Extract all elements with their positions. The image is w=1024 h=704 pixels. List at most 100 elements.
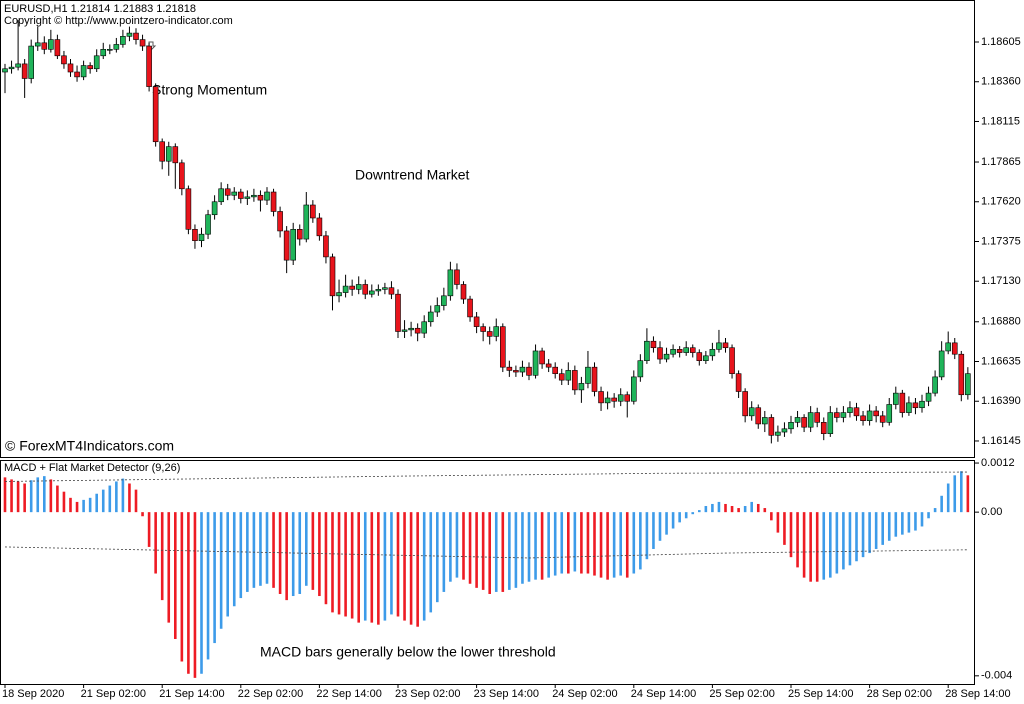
candle-body <box>676 349 683 353</box>
candle-body <box>270 191 277 212</box>
macd-bar <box>29 480 33 513</box>
macd-bar <box>429 512 433 613</box>
macd-bar <box>678 512 681 523</box>
macd-bar <box>737 508 740 513</box>
candle-body <box>427 311 434 323</box>
macd-bar <box>868 512 871 554</box>
y-tick-label: 0.00 <box>981 506 1002 518</box>
macd-bar <box>763 508 767 513</box>
macd-bar <box>599 512 603 578</box>
candle-body <box>480 326 486 332</box>
macd-bar <box>508 512 511 590</box>
candle-body <box>80 65 87 78</box>
macd-bar <box>756 503 760 513</box>
macd-bar <box>174 512 177 639</box>
macd-bar <box>403 512 406 621</box>
macd-bar <box>455 512 459 578</box>
watermark: © ForexMT4Indicators.com <box>5 438 174 454</box>
candle-body <box>8 66 15 70</box>
candle-body <box>860 415 866 421</box>
macd-bar <box>940 495 943 513</box>
macd-bar <box>691 512 695 515</box>
candle-body <box>755 407 762 425</box>
macd-bar <box>278 512 282 594</box>
macd-bar <box>783 512 786 545</box>
candle-body <box>578 383 585 391</box>
candle-body <box>133 32 139 40</box>
x-tick-label: 25 Sep 14:00 <box>788 688 853 700</box>
macd-bar <box>665 512 668 535</box>
macd-bar <box>180 512 184 662</box>
candle-body <box>48 39 54 50</box>
macd-bar <box>219 512 223 629</box>
macd-bar <box>226 512 229 617</box>
macd-bar <box>901 512 904 535</box>
macd-bar <box>704 506 708 513</box>
macd-bar <box>835 512 839 574</box>
macd-bar <box>449 512 452 582</box>
candle-body <box>342 285 349 293</box>
candle-body <box>965 373 971 396</box>
candle-body <box>251 194 257 198</box>
indicator-title: MACD + Flat Market Detector (9,26) <box>4 462 180 474</box>
macd-bar <box>501 512 505 592</box>
macd-bar <box>331 512 334 613</box>
threshold-line <box>4 546 968 559</box>
macd-bar <box>239 512 243 599</box>
y-tick-label: -0.004 <box>981 670 1012 682</box>
macd-bar <box>160 512 164 601</box>
y-tick-label: 1.18360 <box>981 76 1021 88</box>
macd-bar <box>62 491 66 513</box>
y-tick-label: 1.17865 <box>981 156 1021 168</box>
candle-body <box>323 235 329 258</box>
macd-bar <box>56 485 59 513</box>
macd-bar <box>580 512 583 574</box>
candle-body <box>945 342 952 352</box>
candle-body <box>336 292 342 297</box>
candle-body <box>657 347 663 360</box>
macd-bar <box>625 512 629 578</box>
macd-bar <box>409 512 413 625</box>
candle-body <box>689 347 696 353</box>
macd-bar <box>416 512 419 627</box>
macd-bar <box>101 489 105 513</box>
macd-bar <box>907 512 911 533</box>
candle-body <box>152 86 159 143</box>
macd-bar <box>698 510 701 513</box>
candle-body <box>257 194 264 201</box>
candle-body <box>441 295 447 306</box>
macd-bar <box>848 512 852 566</box>
candle-body <box>303 204 310 240</box>
candle-body <box>794 417 801 423</box>
candle-body <box>513 370 519 373</box>
y-tick-label: 1.16635 <box>981 355 1021 367</box>
candle-body <box>67 63 74 73</box>
macd-bar <box>350 512 354 619</box>
macd-bar <box>521 512 524 584</box>
macd-bar <box>193 512 197 678</box>
candle-body <box>139 39 146 47</box>
candle-body <box>107 49 113 51</box>
candle-body <box>932 376 938 394</box>
candle-body <box>401 329 408 332</box>
price-pane-frame <box>0 0 975 458</box>
macd-bar <box>514 512 518 588</box>
candle-body <box>650 340 657 349</box>
y-tick-label: 1.16880 <box>981 316 1021 328</box>
macd-bar <box>822 512 826 580</box>
macd-bar <box>612 512 616 578</box>
macd-bar <box>534 512 537 580</box>
candle-body <box>447 269 454 297</box>
macd-bar <box>49 479 53 513</box>
candle-body <box>742 391 748 417</box>
macd-bar <box>69 497 72 513</box>
candle-body <box>41 42 48 50</box>
candle-body <box>886 404 893 423</box>
candle-body <box>906 402 912 413</box>
candle-body <box>486 331 493 337</box>
candle-body <box>768 417 775 436</box>
macd-bar <box>298 512 302 594</box>
macd-bar <box>147 512 151 547</box>
macd-bar <box>259 512 262 586</box>
